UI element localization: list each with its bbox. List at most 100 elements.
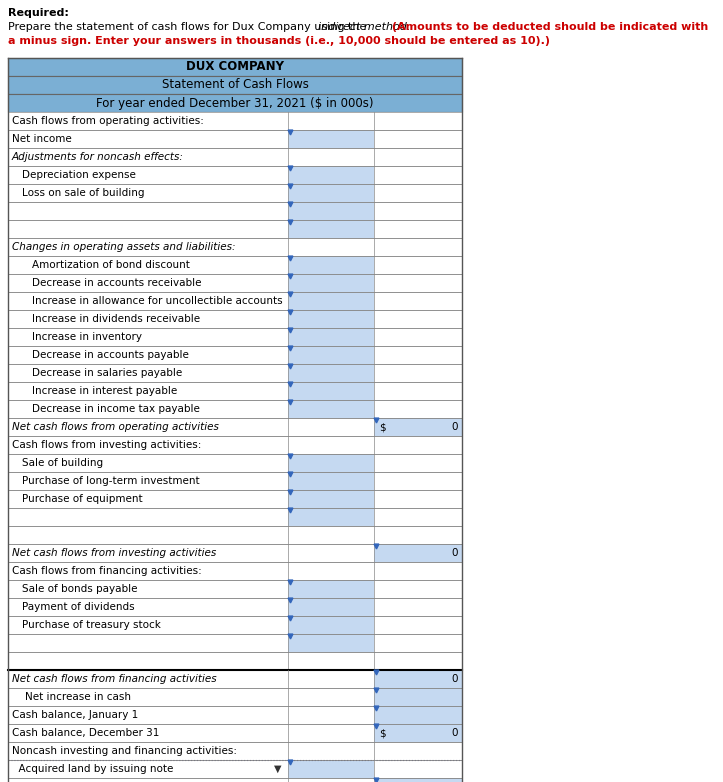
Bar — [288, 130, 374, 148]
Bar — [288, 148, 374, 166]
Bar — [8, 130, 288, 148]
Bar — [8, 400, 288, 418]
Text: Net increase in cash: Net increase in cash — [12, 692, 131, 702]
Bar — [8, 94, 462, 112]
Bar — [8, 742, 288, 760]
Bar — [374, 292, 462, 310]
Bar — [288, 292, 374, 310]
Bar — [374, 724, 462, 742]
Text: Required:: Required: — [8, 8, 69, 18]
Bar — [8, 706, 288, 724]
Bar — [8, 220, 288, 238]
Bar — [374, 148, 462, 166]
Bar — [288, 346, 374, 364]
Bar — [8, 112, 288, 130]
Text: Decrease in salaries payable: Decrease in salaries payable — [32, 368, 182, 378]
Bar — [8, 508, 288, 526]
Bar — [374, 274, 462, 292]
Bar — [8, 292, 288, 310]
Bar — [8, 580, 288, 598]
Text: Payment of dividends: Payment of dividends — [22, 602, 134, 612]
Bar — [8, 58, 462, 76]
Text: Cash flows from operating activities:: Cash flows from operating activities: — [12, 116, 204, 126]
Text: Depreciation expense: Depreciation expense — [22, 170, 136, 180]
Text: Increase in dividends receivable: Increase in dividends receivable — [32, 314, 200, 324]
Text: 0: 0 — [451, 422, 458, 432]
Bar — [374, 562, 462, 580]
Bar — [288, 112, 374, 130]
Bar — [8, 778, 288, 782]
Bar — [8, 634, 288, 652]
Bar — [374, 760, 462, 778]
Bar — [8, 382, 288, 400]
Text: Statement of Cash Flows: Statement of Cash Flows — [161, 78, 309, 91]
Text: Cash flows from investing activities:: Cash flows from investing activities: — [12, 440, 202, 450]
Bar — [8, 562, 288, 580]
Bar — [288, 652, 374, 670]
Bar — [374, 382, 462, 400]
Bar — [374, 418, 462, 436]
Bar — [288, 472, 374, 490]
Text: Sale of bonds payable: Sale of bonds payable — [22, 584, 137, 594]
Bar — [288, 364, 374, 382]
Bar — [288, 616, 374, 634]
Bar — [374, 616, 462, 634]
Bar — [288, 256, 374, 274]
Bar — [8, 238, 288, 256]
Bar — [8, 526, 288, 544]
Text: 0: 0 — [451, 548, 458, 558]
Text: Cash balance, January 1: Cash balance, January 1 — [12, 710, 138, 720]
Bar — [8, 148, 288, 166]
Bar — [374, 706, 462, 724]
Bar — [8, 256, 288, 274]
Bar — [288, 670, 374, 688]
Bar — [8, 436, 288, 454]
Bar — [288, 778, 374, 782]
Text: DUX COMPANY: DUX COMPANY — [186, 60, 284, 74]
Bar — [288, 220, 374, 238]
Bar — [374, 130, 462, 148]
Bar — [374, 634, 462, 652]
Bar — [8, 472, 288, 490]
Bar — [8, 76, 462, 94]
Bar — [374, 472, 462, 490]
Bar — [8, 184, 288, 202]
Bar — [288, 436, 374, 454]
Text: Sale of building: Sale of building — [22, 458, 103, 468]
Bar — [8, 274, 288, 292]
Text: Noncash investing and financing activities:: Noncash investing and financing activiti… — [12, 746, 237, 756]
Text: Amortization of bond discount: Amortization of bond discount — [32, 260, 190, 270]
Text: Purchase of equipment: Purchase of equipment — [22, 494, 142, 504]
Bar — [288, 184, 374, 202]
Bar — [374, 778, 462, 782]
Text: Net cash flows from financing activities: Net cash flows from financing activities — [12, 674, 217, 684]
Bar — [288, 688, 374, 706]
Text: Net cash flows from investing activities: Net cash flows from investing activities — [12, 548, 216, 558]
Text: Prepare the statement of cash flows for Dux Company using the: Prepare the statement of cash flows for … — [8, 22, 370, 32]
Bar — [8, 166, 288, 184]
Bar — [8, 346, 288, 364]
Text: Net income: Net income — [12, 134, 72, 144]
Text: $: $ — [379, 422, 385, 432]
Text: Acquired land by issuing note: Acquired land by issuing note — [12, 764, 174, 774]
Text: Increase in allowance for uncollectible accounts: Increase in allowance for uncollectible … — [32, 296, 283, 306]
Bar — [288, 760, 374, 778]
Bar — [288, 598, 374, 616]
Bar — [8, 418, 288, 436]
Text: Loss on sale of building: Loss on sale of building — [22, 188, 145, 198]
Text: Cash balance, December 31: Cash balance, December 31 — [12, 728, 159, 738]
Bar — [288, 400, 374, 418]
Bar — [374, 508, 462, 526]
Text: For year ended December 31, 2021 ($ in 000s): For year ended December 31, 2021 ($ in 0… — [96, 96, 374, 109]
Text: 0: 0 — [451, 674, 458, 684]
Bar — [288, 490, 374, 508]
Bar — [288, 724, 374, 742]
Bar — [374, 112, 462, 130]
Bar — [288, 382, 374, 400]
Bar — [374, 526, 462, 544]
Bar — [8, 688, 288, 706]
Bar — [374, 220, 462, 238]
Bar — [288, 310, 374, 328]
Bar — [8, 760, 288, 778]
Text: a minus sign. Enter your answers in thousands (i.e., 10,000 should be entered as: a minus sign. Enter your answers in thou… — [8, 36, 550, 46]
